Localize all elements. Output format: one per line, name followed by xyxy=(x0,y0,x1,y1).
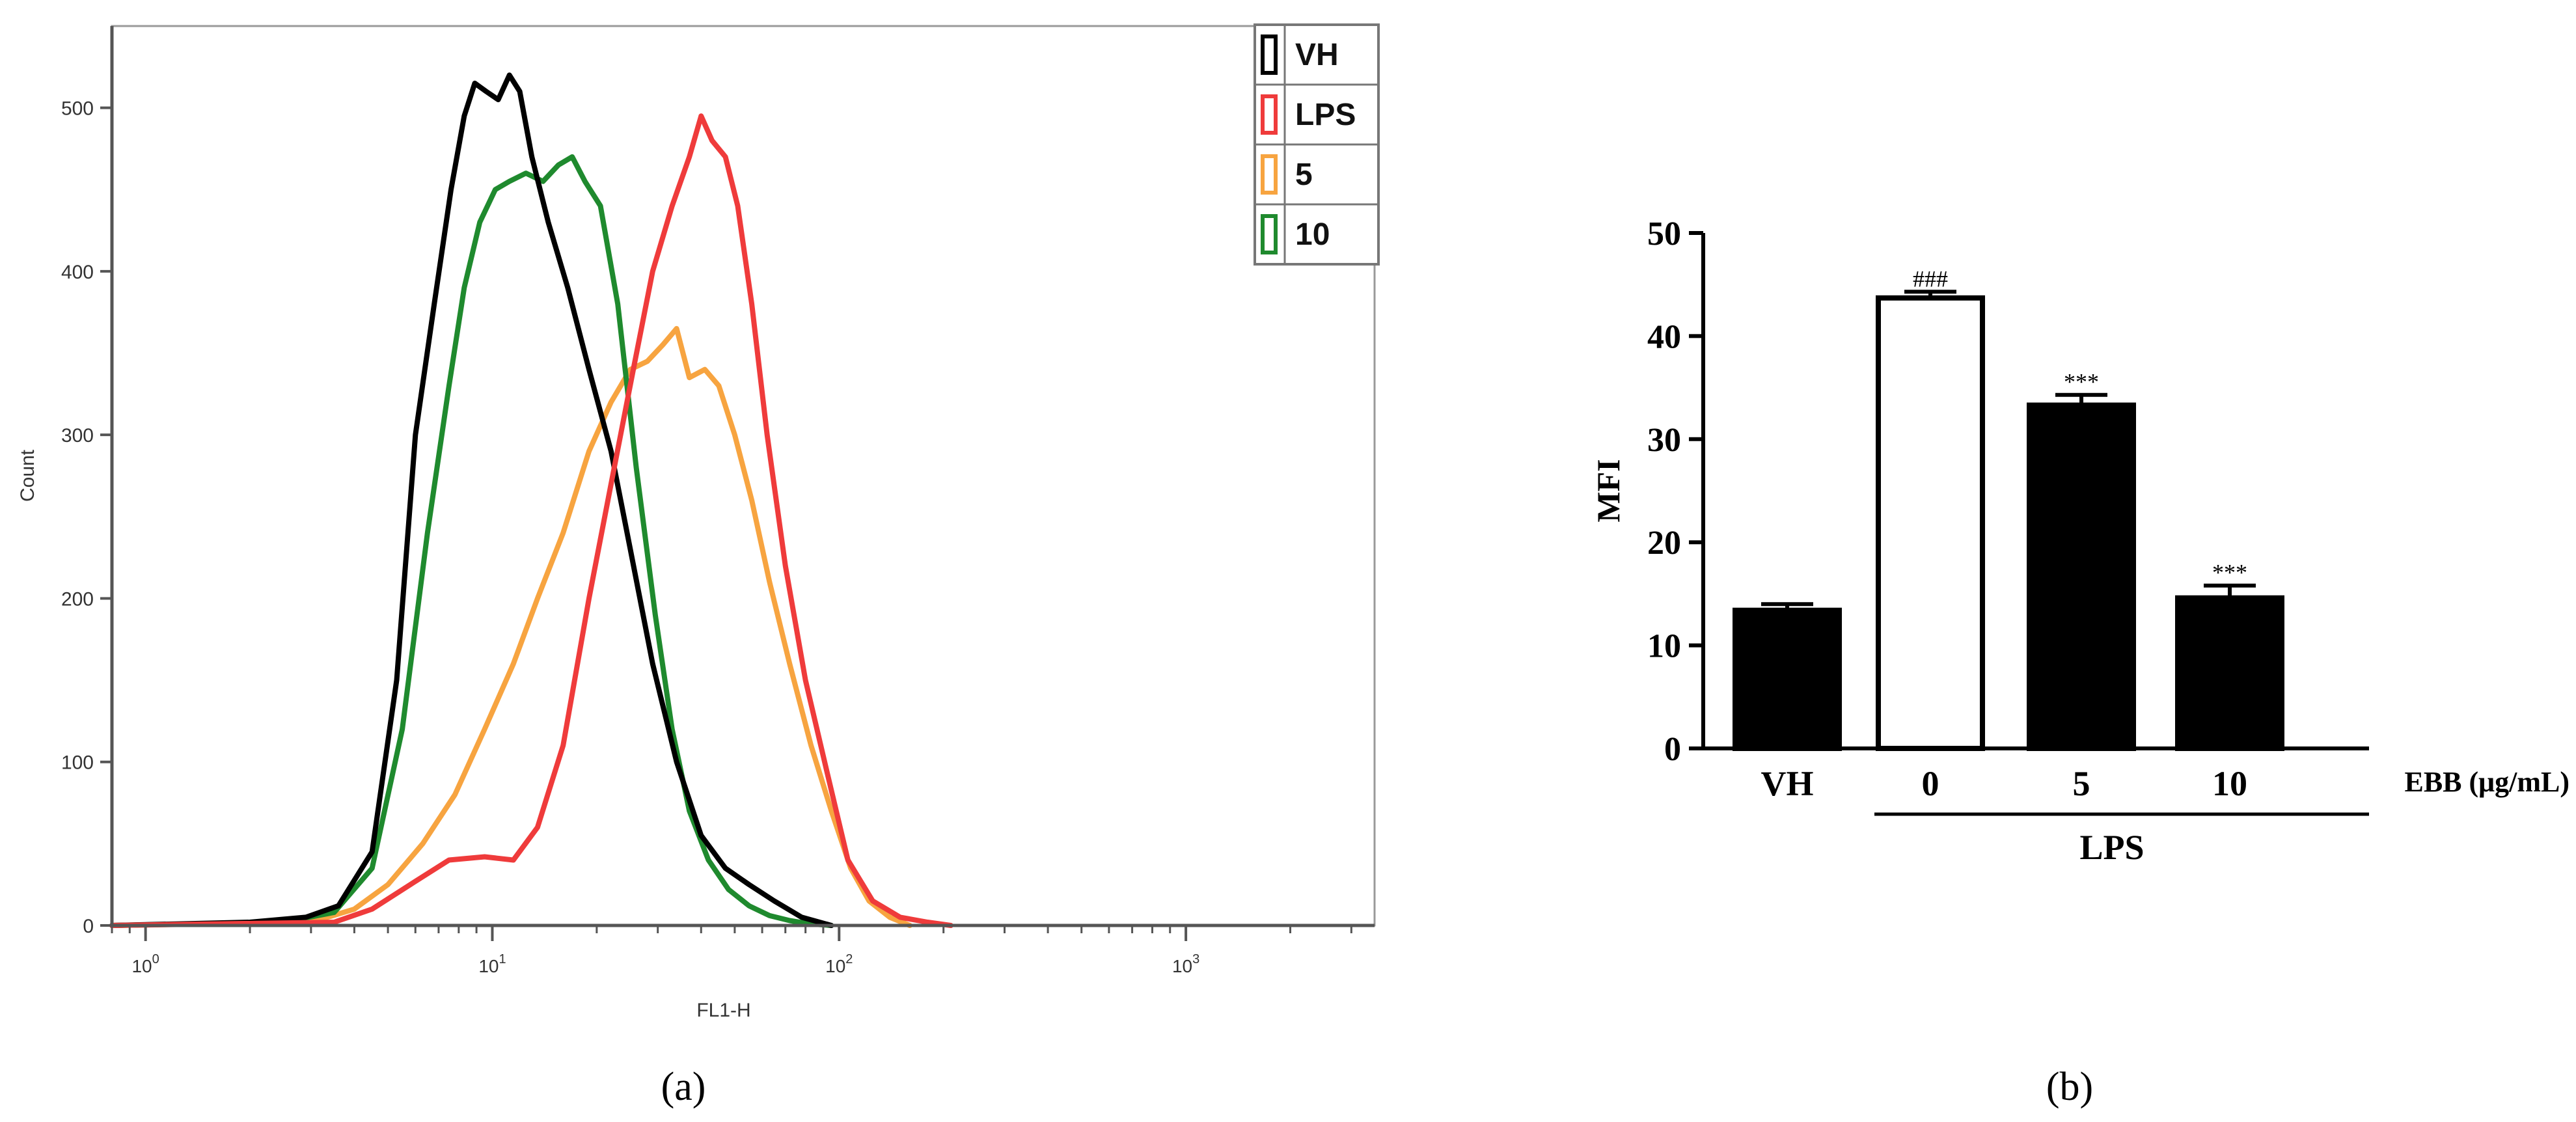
bar-0 xyxy=(1876,295,1985,751)
mfi-bar-chart: 0 10 20 30 40 50 MFI VH ### 0 *** 5 *** 10 EBB (μg/mL)… xyxy=(1590,215,2569,867)
bar-annotation-5: *** xyxy=(2064,369,2099,395)
histogram-legend: VH LPS 5 10 xyxy=(1254,23,1380,266)
panel-b-label: (b) xyxy=(2046,1065,2093,1109)
histogram-series-vh-line xyxy=(109,72,834,928)
lps-group-label: LPS xyxy=(2079,828,2144,867)
histogram-x-tick-label: 101 xyxy=(478,952,506,976)
panel-a-label: (a) xyxy=(661,1065,706,1109)
legend-swatch-10 xyxy=(1261,214,1278,254)
histogram-y-tick-label: 400 xyxy=(61,262,94,283)
legend-swatch-lps xyxy=(1261,94,1278,135)
histogram-x-axis-label: FL1-H xyxy=(696,1000,750,1021)
histogram-x-tick-label: 100 xyxy=(131,952,159,976)
legend-label-vh: VH xyxy=(1295,38,1339,72)
legend-swatch-vh xyxy=(1261,34,1278,75)
bar-y-tick-label: 0 xyxy=(1664,731,1681,768)
bar-category-label-VH: VH xyxy=(1761,764,1814,803)
bar-y-axis-label: MFI xyxy=(1590,459,1626,522)
legend-label-lps: LPS xyxy=(1295,98,1356,132)
histogram-y-tick-label: 200 xyxy=(61,588,94,610)
histogram-series-lps-line xyxy=(109,113,953,928)
histogram-series-5-line xyxy=(109,325,912,928)
bar-VH xyxy=(1733,607,1842,752)
bar-y-tick-label: 20 xyxy=(1647,525,1681,562)
legend-label-10: 10 xyxy=(1295,217,1330,252)
histogram-curves xyxy=(109,72,953,928)
bar-10 xyxy=(2175,595,2284,752)
histogram-series-10-line xyxy=(109,154,834,928)
histogram-axes: 0 100 200 300 400 500 100 101 102 103 FL1-H Count xyxy=(17,25,1376,1021)
histogram-x-tick-label: 103 xyxy=(1172,952,1199,976)
histogram-y-tick-label: 100 xyxy=(61,752,94,774)
bar-y-tick-label: 10 xyxy=(1647,628,1681,665)
flow-cytometry-histogram: 0 100 200 300 400 500 100 101 102 103 FL1-H Count V… xyxy=(17,23,1380,1021)
histogram-y-tick-label: 0 xyxy=(83,916,94,937)
bar-annotation-0: ### xyxy=(1913,266,1948,292)
bar-y-tick-label: 30 xyxy=(1647,422,1681,459)
legend-label-5: 5 xyxy=(1295,157,1313,192)
histogram-x-tick-label: 102 xyxy=(825,952,853,976)
histogram-y-tick-label: 300 xyxy=(61,425,94,446)
histogram-y-axis-label: Count xyxy=(17,449,38,502)
legend-swatch-5 xyxy=(1261,154,1278,195)
bar-5 xyxy=(2027,402,2136,751)
bar-category-label-0: 0 xyxy=(1922,764,1939,803)
bar-annotation-10: *** xyxy=(2212,560,2247,586)
bar-category-label-10: 10 xyxy=(2212,764,2247,803)
bar-category-label-5: 5 xyxy=(2073,764,2090,803)
bar-x-suffix-label: EBB (μg/mL) xyxy=(2404,766,2569,798)
histogram-y-tick-label: 500 xyxy=(61,98,94,120)
bar-y-tick-label: 50 xyxy=(1647,215,1681,253)
bar-y-tick-label: 40 xyxy=(1647,318,1681,355)
